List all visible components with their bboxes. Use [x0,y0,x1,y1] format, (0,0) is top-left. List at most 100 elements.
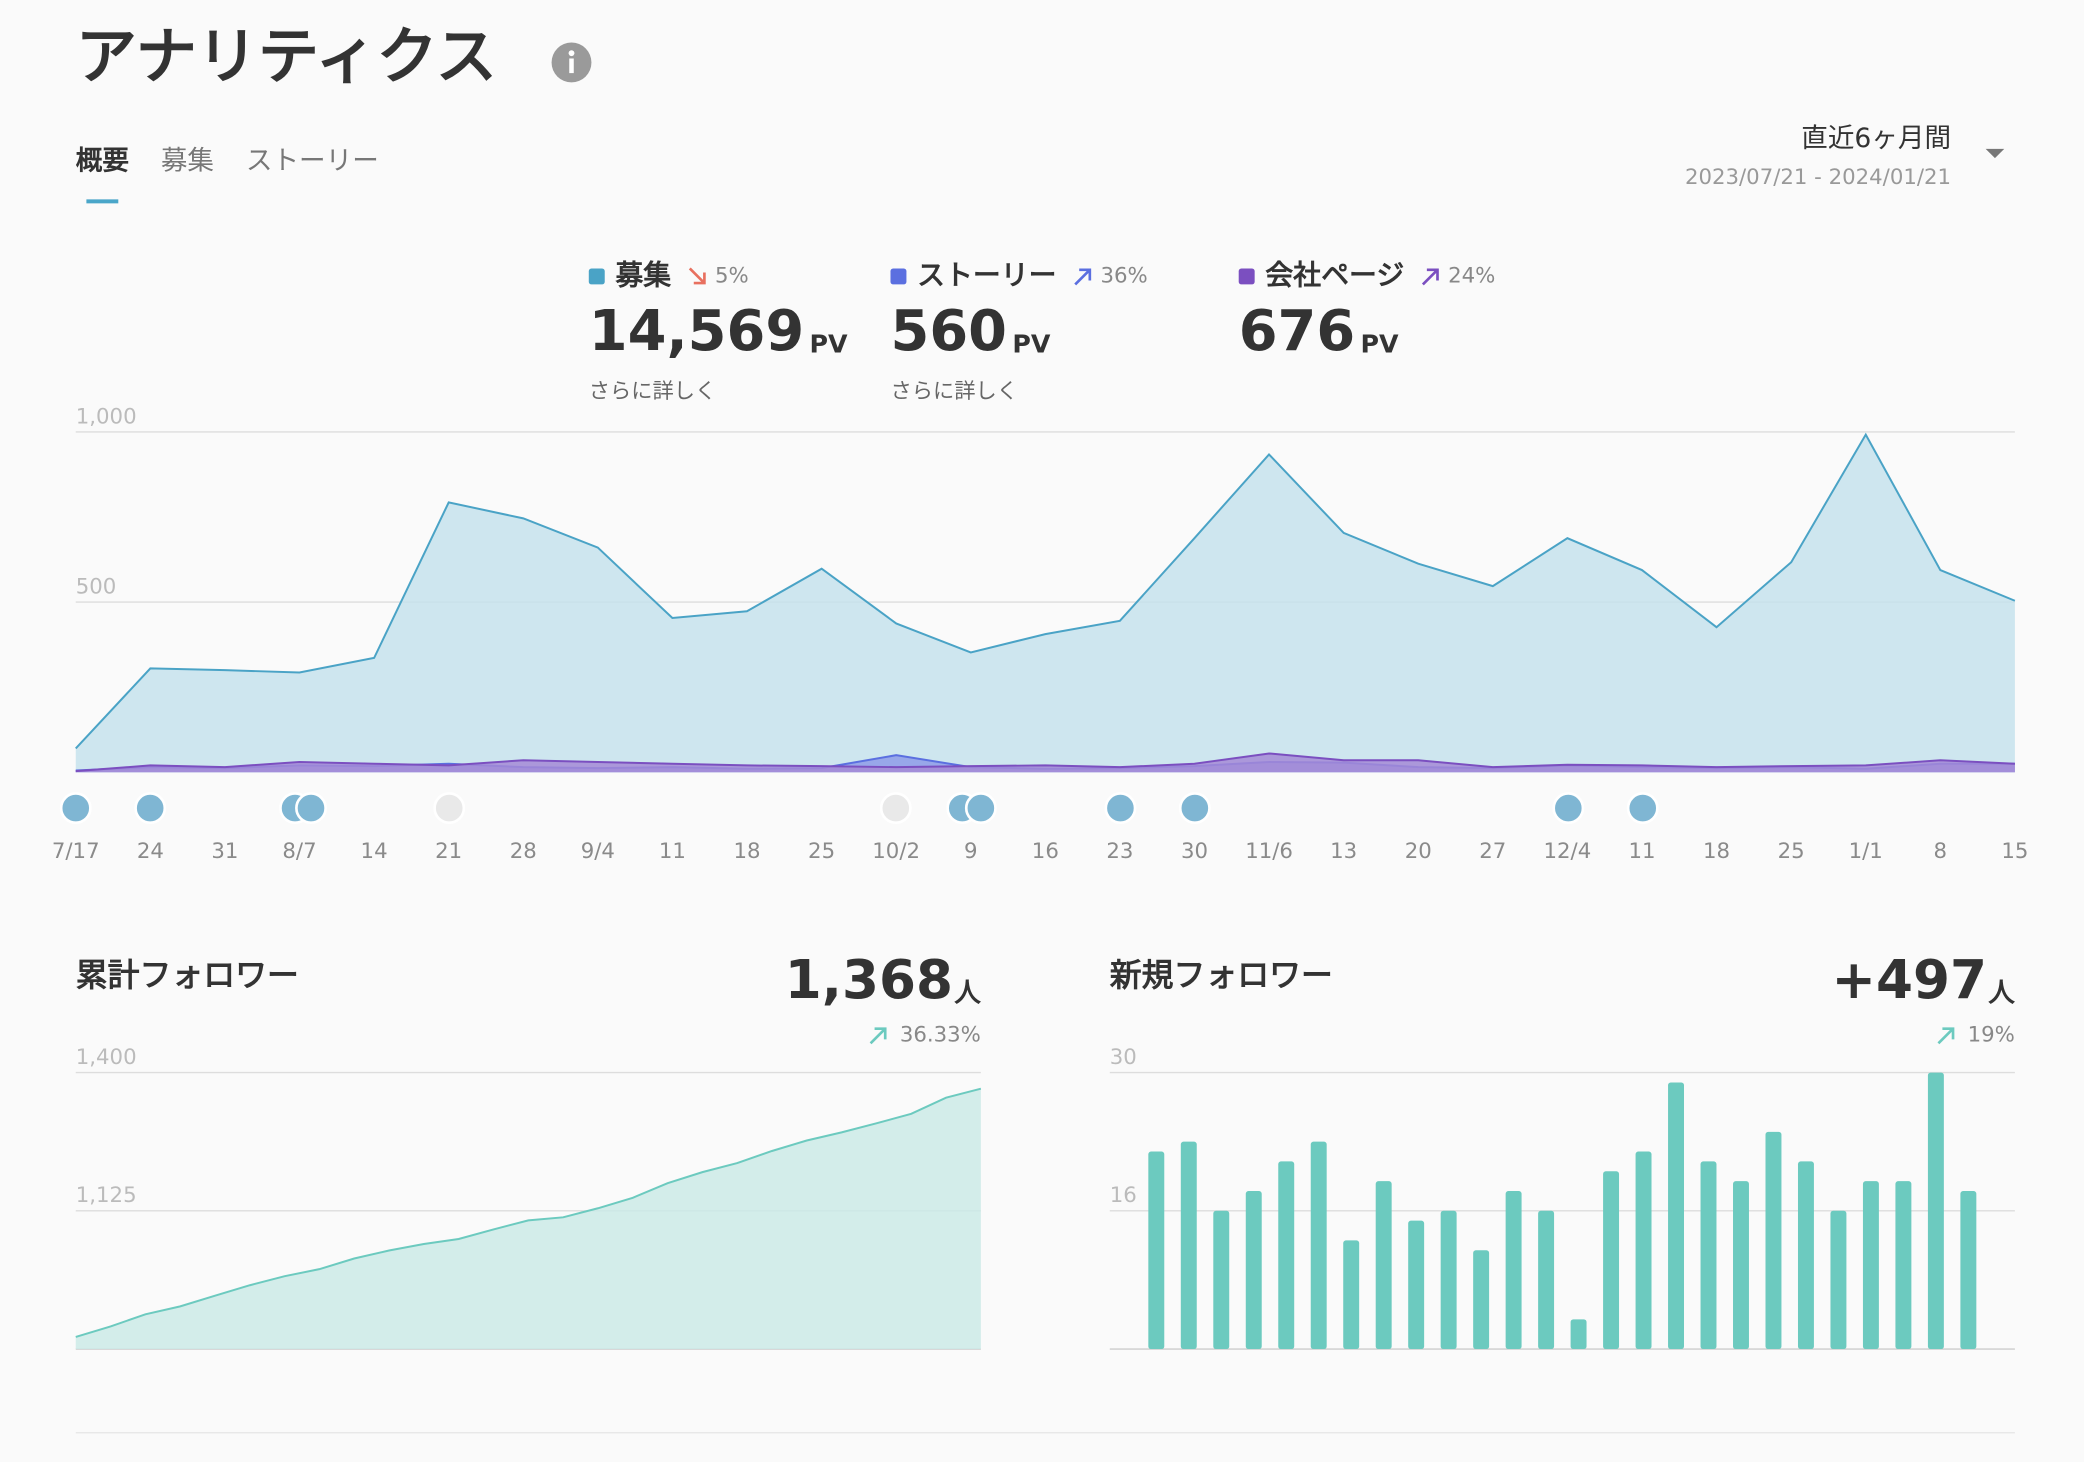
bar [1570,1319,1587,1350]
series-total: 14,569 [589,299,804,364]
info-icon[interactable] [551,42,592,83]
bar [1830,1210,1847,1350]
series-unit: PV [1361,330,1400,359]
legend-name: 会社ページ [1265,258,1404,291]
legend-name: 募集 [614,258,671,291]
y-tick-label: 1,125 [76,1183,137,1208]
avatar[interactable] [1626,792,1659,825]
avatar[interactable] [964,792,997,825]
series-total: 676 [1239,299,1356,364]
bar [1862,1181,1879,1350]
chart-total: +497 [1831,949,1987,1011]
detail-link[interactable]: さらに詳しく [890,379,1018,404]
legend-change: 36% [1100,263,1147,288]
x-tick-label: 7/17 [52,839,100,864]
bar [1213,1210,1230,1350]
bar [1635,1151,1652,1350]
x-tick-label: 20 [1405,839,1432,864]
cumulative-area [75,1088,981,1350]
x-tick-label: 18 [1703,839,1730,864]
bar [1797,1161,1814,1350]
trend-arrow [869,1027,887,1045]
x-tick-label: 14 [361,839,388,864]
event-avatars [59,792,1659,825]
series-unit: PV [809,330,848,359]
trend-arrow [688,267,706,285]
bar [1895,1181,1912,1350]
x-tick-label: 16 [1032,839,1059,864]
bar [1343,1240,1360,1350]
trend-arrow [1421,268,1439,286]
legend-change: 5% [715,263,749,288]
series-unit: PV [1012,330,1051,359]
chart-change: 36.33% [900,1022,981,1047]
avatar[interactable] [295,792,327,825]
bar [1765,1131,1782,1350]
x-tick-label: 28 [510,839,537,864]
y-tick-label: 30 [1110,1045,1137,1070]
tab[interactable]: 概要 [76,146,129,177]
x-tick-label: 23 [1106,839,1133,864]
x-tick-label: 11/6 [1245,839,1293,864]
x-tick-label: 8/7 [282,839,316,864]
page-title: アナリティクス [76,22,497,93]
x-tick-label: 25 [1778,839,1805,864]
period-range: 2023/07/21 - 2024/01/21 [1685,165,1951,190]
y-tick-label: 1,000 [76,404,137,429]
x-tick-label: 15 [2001,839,2028,864]
bar [1375,1181,1392,1350]
x-tick-label: 25 [808,839,835,864]
bar [1505,1191,1522,1350]
tab[interactable]: ストーリー [246,146,379,177]
series-total: 560 [890,299,1007,364]
y-tick-label: 16 [1110,1183,1137,1208]
avatar[interactable] [1552,792,1585,825]
avatar[interactable] [134,792,167,825]
avatar[interactable] [1104,792,1137,825]
bar [1148,1151,1165,1350]
chart-title: 累計フォロワー [76,956,299,994]
legend-name: ストーリー [917,258,1057,291]
bar [1733,1181,1749,1350]
avatar[interactable] [1178,792,1211,825]
total-unit: 人 [1987,978,2015,1009]
bar [1700,1161,1717,1350]
x-tick-label: 27 [1479,839,1506,864]
tab[interactable]: 募集 [161,146,214,177]
detail-link[interactable]: さらに詳しく [589,379,717,404]
x-tick-label: 30 [1181,839,1208,864]
total-unit: 人 [953,978,981,1009]
chart-title: 新規フォロワー [1110,956,1333,994]
x-tick-label: 12/4 [1544,839,1592,864]
x-tick-label: 9 [964,839,978,864]
tab-indicator [86,199,119,204]
trend-arrow [1937,1027,1955,1045]
legend-swatch [1238,268,1255,285]
x-tick-label: 21 [435,839,462,864]
bar [1960,1191,1977,1350]
x-tick-label: 11 [659,839,686,864]
avatar[interactable] [59,792,92,825]
period-dropdown[interactable] [1985,148,2005,159]
bar [1538,1210,1555,1350]
chart-change: 19% [1968,1022,2015,1047]
y-tick-label: 1,400 [76,1045,137,1070]
avatar[interactable] [879,792,912,825]
avatar[interactable] [433,792,466,825]
bar [1180,1141,1197,1350]
x-tick-label: 24 [137,839,164,864]
bar [1668,1082,1684,1350]
info-icon-dot [568,50,575,57]
series-area [75,753,2015,773]
series-area [75,434,2015,773]
bar [1440,1210,1457,1350]
chart-total: 1,368 [785,949,953,1011]
bar [1245,1191,1262,1350]
period-label[interactable]: 直近6ヶ月間 [1801,123,1951,154]
bar [1473,1250,1490,1350]
bar [1408,1220,1425,1350]
bar [1603,1171,1620,1350]
